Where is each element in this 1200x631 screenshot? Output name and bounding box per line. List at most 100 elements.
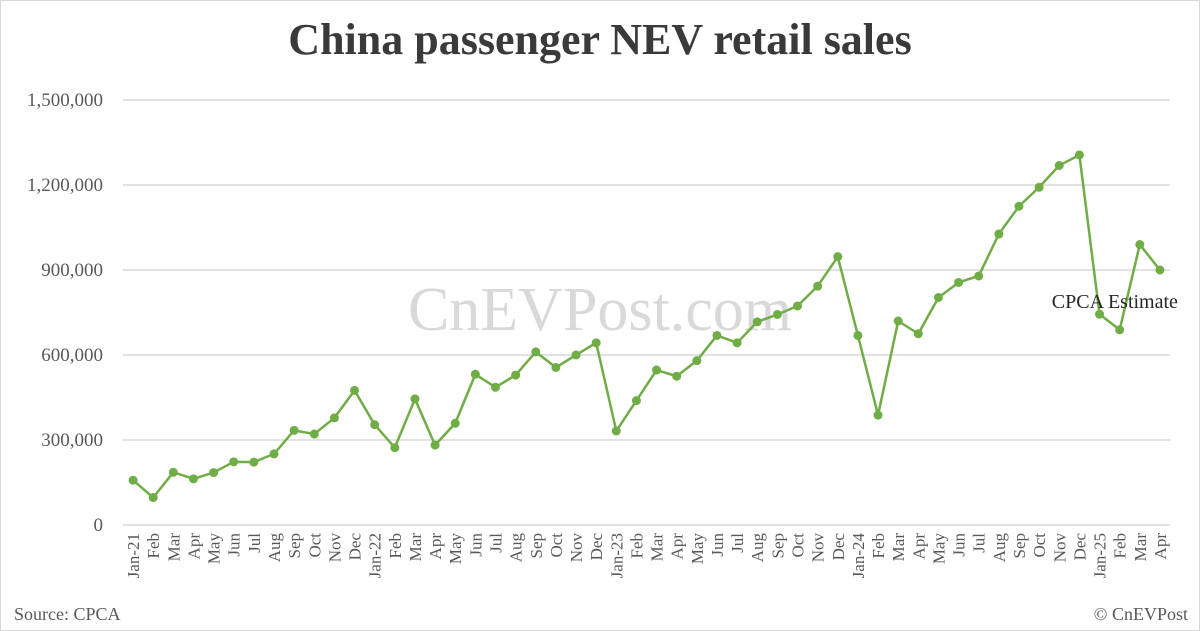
data-point: [1095, 309, 1105, 319]
data-point: [289, 425, 299, 435]
x-tick-label: Apr: [668, 533, 687, 560]
x-tick-label: Sep: [768, 533, 787, 559]
data-point: [470, 369, 480, 379]
data-point: [974, 271, 984, 281]
data-point: [692, 356, 702, 366]
x-tick-label: Sep: [285, 533, 304, 559]
data-point: [390, 443, 400, 453]
x-tick-label: Jun: [225, 533, 244, 557]
x-tick-label: Jan-25: [1091, 533, 1110, 578]
data-point: [913, 329, 923, 339]
data-point: [631, 396, 641, 406]
data-point: [933, 292, 943, 302]
data-point: [752, 317, 762, 327]
data-point: [209, 468, 219, 478]
x-tick-label: Dec: [587, 533, 606, 561]
x-tick-label: Mar: [648, 533, 667, 562]
x-tick-label: Oct: [1030, 533, 1049, 558]
y-tick-label: 300,000: [41, 430, 103, 451]
data-point: [511, 370, 521, 380]
gridlines: [123, 99, 1170, 526]
data-point: [611, 426, 621, 436]
data-point: [249, 457, 259, 467]
x-tick-label: Jul: [245, 533, 264, 553]
data-point: [551, 362, 561, 372]
x-tick-label: Oct: [547, 533, 566, 558]
data-point: [994, 229, 1004, 239]
data-point: [1014, 201, 1024, 211]
data-point: [813, 281, 823, 291]
y-tick-label: 1,500,000: [27, 90, 103, 111]
data-point: [732, 338, 742, 348]
data-point: [309, 429, 319, 439]
data-point: [1135, 240, 1145, 249]
data-point: [571, 350, 581, 360]
x-tick-label: May: [446, 533, 465, 565]
data-point: [370, 420, 380, 430]
data-point: [410, 394, 420, 404]
y-tick-label: 0: [94, 515, 104, 536]
x-tick-label: Aug: [265, 533, 284, 563]
data-point: [430, 440, 440, 450]
x-tick-label: Mar: [1131, 533, 1150, 562]
x-tick-label: Mar: [889, 533, 908, 562]
data-point: [793, 301, 803, 311]
y-tick-label: 900,000: [41, 260, 103, 281]
data-point: [350, 385, 360, 395]
x-tick-label: Apr: [1151, 533, 1170, 560]
x-tick-label: Jan-22: [366, 533, 385, 578]
x-tick-label: Mar: [406, 533, 425, 562]
x-tick-label: Jun: [708, 533, 727, 557]
x-tick-label: Jan-21: [124, 533, 143, 578]
x-tick-label: May: [688, 533, 707, 565]
annotations: CPCA Estimate: [1052, 291, 1178, 313]
data-point: [229, 457, 239, 467]
data-point: [954, 277, 964, 287]
x-tick-label: Dec: [829, 533, 848, 561]
x-tick-label: Feb: [1111, 533, 1130, 559]
y-tick-label: 1,200,000: [27, 175, 103, 196]
data-point: [1034, 182, 1044, 192]
x-tick-label: Nov: [325, 533, 344, 563]
data-point: [168, 467, 178, 477]
x-tick-label: Apr: [426, 533, 445, 560]
data-point: [652, 365, 662, 375]
x-tick-label: Aug: [990, 533, 1009, 563]
data-point: [148, 493, 158, 503]
x-axis-ticks: Jan-21 Feb Mar Apr May Jun Jul Aug Sep Oct Nov Dec J…: [124, 533, 1170, 579]
x-tick-label: Aug: [748, 533, 767, 563]
data-point: [712, 330, 722, 340]
x-tick-label: Dec: [346, 533, 365, 561]
x-tick-label: Nov: [567, 533, 586, 563]
data-point: [188, 474, 198, 484]
y-axis-ticks: 0 300,000 600,000 900,000 1,200,000 1,500,000: [27, 90, 103, 536]
x-tick-label: Oct: [789, 533, 808, 558]
x-tick-label: Oct: [305, 533, 324, 558]
data-point: [531, 347, 541, 357]
x-tick-label: Feb: [869, 533, 888, 559]
data-point: [873, 410, 883, 420]
data-point: [772, 309, 782, 319]
x-tick-label: May: [205, 533, 224, 565]
data-point: [329, 413, 339, 423]
x-tick-label: Feb: [627, 533, 646, 559]
data-point: [1115, 325, 1125, 335]
data-point: [591, 338, 601, 348]
x-tick-label: Feb: [144, 533, 163, 559]
data-point: [1155, 265, 1165, 275]
x-tick-label: Jan-24: [849, 533, 868, 579]
x-tick-label: Jun: [466, 533, 485, 557]
data-point: [833, 252, 843, 262]
data-point: [1074, 150, 1084, 160]
x-tick-label: Nov: [809, 533, 828, 563]
data-point: [128, 475, 138, 485]
x-tick-label: Jul: [728, 533, 747, 553]
x-tick-label: Apr: [184, 533, 203, 560]
x-tick-label: Apr: [909, 533, 928, 560]
x-tick-label: May: [929, 533, 948, 565]
data-point: [269, 449, 279, 459]
x-tick-label: Sep: [1010, 533, 1029, 559]
x-tick-label: Jun: [950, 533, 969, 557]
x-tick-label: Sep: [527, 533, 546, 559]
data-point: [893, 316, 903, 326]
